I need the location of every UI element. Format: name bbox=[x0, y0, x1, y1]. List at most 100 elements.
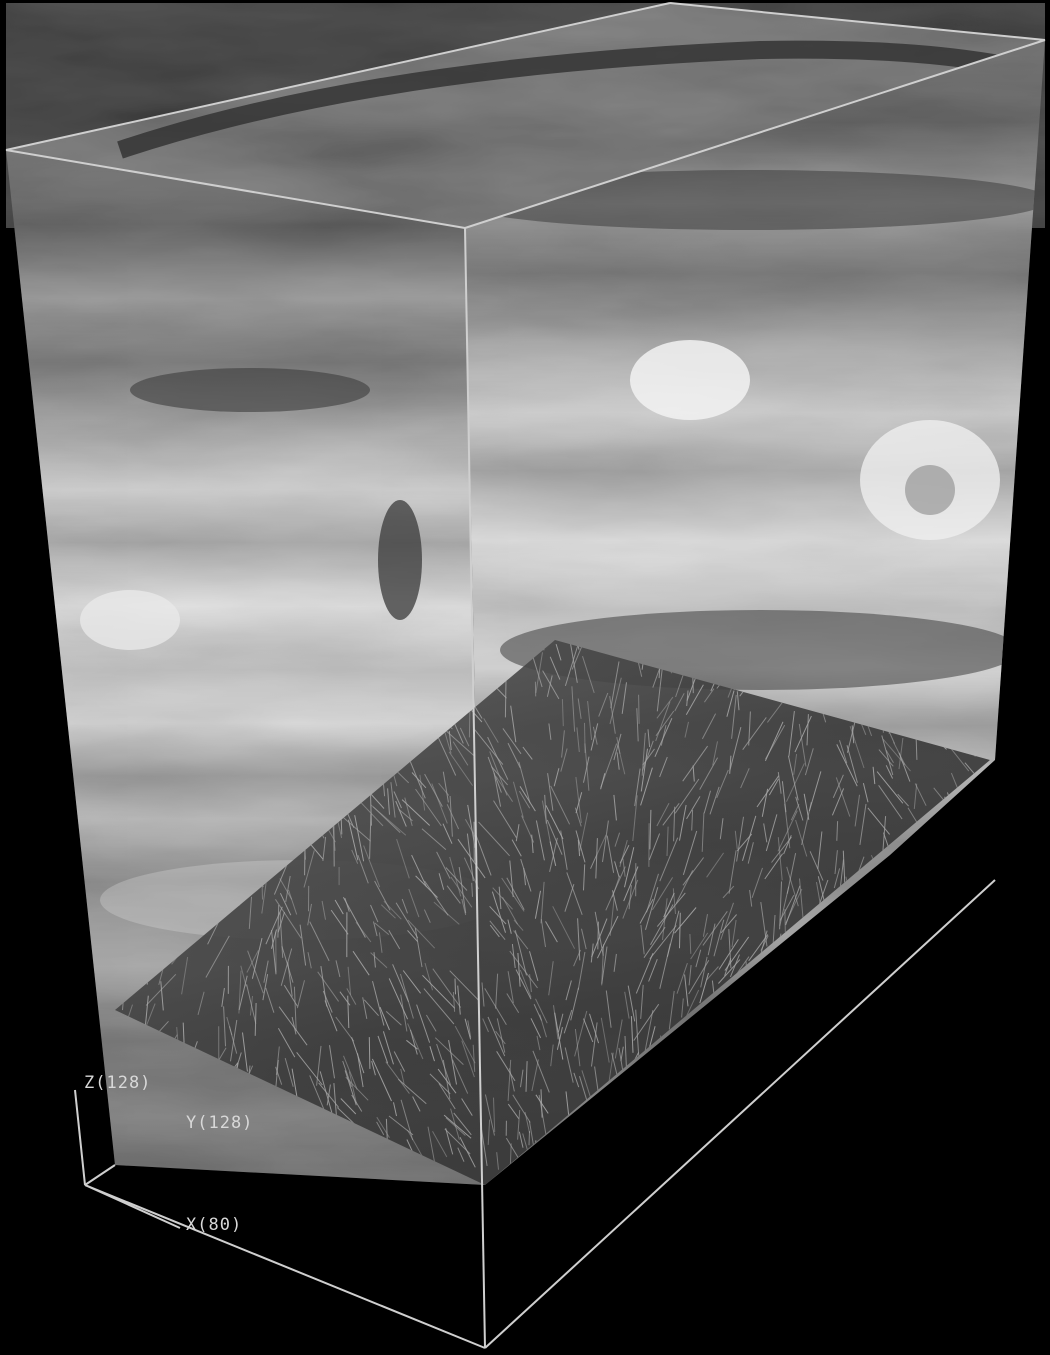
vector-glyph bbox=[274, 899, 302, 939]
vector-glyph bbox=[833, 868, 841, 889]
vector-glyph bbox=[666, 910, 680, 957]
vector-glyph bbox=[596, 915, 619, 959]
vector-glyph bbox=[583, 1018, 594, 1043]
vector-glyph bbox=[373, 921, 378, 937]
vector-glyph bbox=[635, 1009, 640, 1056]
vector-glyph bbox=[518, 1131, 524, 1148]
vector-glyph bbox=[457, 838, 486, 879]
vector-glyph bbox=[496, 1152, 499, 1170]
vector-glyph bbox=[849, 725, 865, 769]
vector-glyph bbox=[964, 762, 975, 775]
vector-glyph bbox=[422, 974, 456, 1009]
vector-glyph bbox=[854, 794, 860, 827]
vector-glyph bbox=[419, 774, 426, 811]
vector-glyph bbox=[640, 748, 648, 792]
vector-glyph bbox=[564, 645, 579, 687]
vector-glyph bbox=[712, 741, 718, 766]
vector-glyph bbox=[409, 1029, 418, 1055]
vector-glyph bbox=[529, 951, 539, 982]
vector-glyph bbox=[549, 656, 561, 680]
vector-glyph bbox=[459, 1136, 476, 1168]
vector-glyph bbox=[600, 743, 618, 788]
vector-glyph bbox=[729, 726, 742, 771]
vector-glyph bbox=[464, 819, 477, 838]
vector-glyph bbox=[519, 969, 532, 998]
vector-glyph bbox=[662, 898, 668, 940]
vector-glyph bbox=[616, 752, 620, 770]
vector-glyph bbox=[416, 1004, 431, 1043]
vector-glyph bbox=[262, 974, 269, 1001]
vector-glyph bbox=[411, 772, 427, 789]
vector-glyph bbox=[649, 809, 652, 850]
vector-glyph bbox=[742, 717, 767, 750]
vector-glyph bbox=[601, 946, 608, 984]
vector-glyph bbox=[408, 888, 420, 918]
vector-glyph bbox=[346, 988, 357, 1005]
vector-glyph bbox=[581, 928, 587, 950]
vector-glyph bbox=[779, 886, 790, 926]
vector-glyph bbox=[915, 739, 918, 760]
vector-glyph bbox=[354, 815, 365, 862]
vector-glyph bbox=[736, 691, 740, 711]
vector-glyph bbox=[197, 991, 205, 1016]
vector-glyph bbox=[651, 877, 674, 911]
vector-glyph bbox=[544, 794, 547, 824]
vector-glyph bbox=[601, 944, 605, 986]
vector-glyph bbox=[767, 700, 785, 723]
vector-glyph bbox=[644, 1010, 654, 1054]
vector-glyph bbox=[742, 815, 757, 861]
vector-glyph bbox=[561, 730, 565, 758]
vector-glyph bbox=[342, 1060, 352, 1087]
vector-glyph bbox=[372, 806, 401, 833]
vector-glyph bbox=[881, 735, 894, 776]
vector-glyph bbox=[663, 892, 675, 918]
vector-glyph bbox=[299, 924, 307, 966]
vector-glyph bbox=[487, 1016, 506, 1057]
vector-glyph bbox=[390, 782, 396, 818]
vector-glyph bbox=[851, 725, 855, 744]
vector-glyph bbox=[627, 985, 636, 1022]
vector-glyph bbox=[885, 765, 894, 779]
vector-glyph bbox=[277, 904, 280, 938]
vector-glyph bbox=[640, 924, 645, 955]
x-axis-line bbox=[84, 1184, 181, 1229]
vector-glyph bbox=[363, 845, 381, 888]
vector-glyph bbox=[688, 959, 710, 995]
vector-glyph bbox=[251, 937, 263, 979]
vector-glyph bbox=[878, 749, 894, 767]
vector-glyph bbox=[357, 1053, 364, 1088]
vector-glyph bbox=[867, 807, 890, 835]
vector-glyph bbox=[351, 849, 359, 864]
vector-glyph bbox=[343, 1055, 358, 1090]
vector-glyph bbox=[765, 814, 778, 852]
vector-glyph bbox=[424, 880, 449, 916]
vector-glyph bbox=[466, 833, 474, 882]
vector-glyph bbox=[679, 804, 687, 841]
vector-glyph bbox=[230, 1019, 238, 1062]
vector-glyph bbox=[493, 800, 517, 838]
vector-glyph bbox=[577, 698, 582, 719]
vector-glyph bbox=[668, 990, 675, 1030]
vector-glyph bbox=[624, 847, 635, 888]
vector-glyph bbox=[702, 911, 728, 946]
vector-glyph bbox=[748, 711, 751, 746]
vector-glyph bbox=[555, 643, 562, 661]
vector-glyph bbox=[656, 696, 674, 719]
vector-glyph bbox=[713, 919, 725, 957]
vector-glyph bbox=[747, 842, 754, 864]
vector-glyph bbox=[522, 746, 533, 760]
vector-glyph bbox=[546, 675, 553, 697]
vector-glyph bbox=[223, 1006, 226, 1047]
vector-glyph bbox=[649, 925, 677, 960]
vector-glyph bbox=[650, 904, 674, 946]
vector-glyph bbox=[402, 970, 421, 994]
vector-glyph bbox=[564, 1047, 574, 1083]
vector-glyph bbox=[444, 1128, 471, 1155]
vector-glyph bbox=[534, 890, 541, 919]
vector-glyph bbox=[781, 781, 787, 813]
vector-glyph bbox=[795, 819, 808, 857]
vector-glyph bbox=[529, 974, 532, 993]
vector-glyph bbox=[288, 889, 298, 915]
vector-glyph bbox=[648, 833, 661, 861]
vector-glyph bbox=[564, 884, 575, 912]
